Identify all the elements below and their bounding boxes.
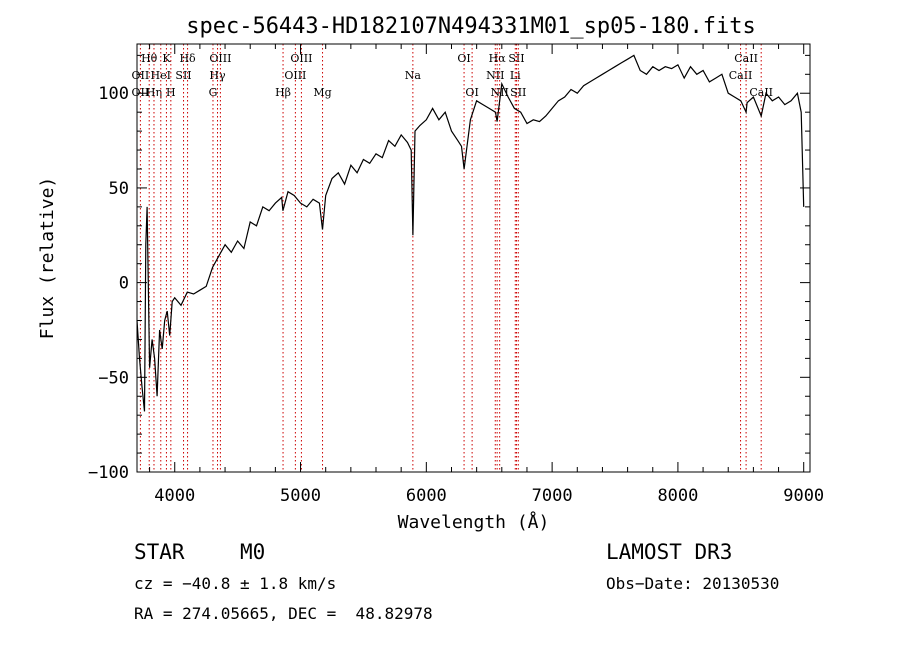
redshift-cz: cz = −40.8 ± 1.8 km/s bbox=[134, 574, 337, 593]
line-label-sii-22-0: SII bbox=[508, 52, 524, 65]
line-label-nii-18-0: NII bbox=[486, 69, 504, 82]
y-tick-label-50: 50 bbox=[109, 179, 129, 199]
line-label-oiii-13-0: OIII bbox=[290, 52, 312, 65]
object-class: STAR bbox=[134, 540, 185, 564]
survey-name: LAMOST DR3 bbox=[606, 540, 733, 564]
plot-area: HθOIIOIIHηHeIKHSIIHδGHγOIIIHβOIIIOIIIMgN… bbox=[88, 43, 824, 506]
line-label-oii-1-1: OII bbox=[132, 86, 150, 99]
line-label-hη-2-0: Hη bbox=[146, 86, 162, 99]
ra-dec: RA = 274.05665, DEC = 48.82978 bbox=[134, 604, 433, 623]
subclass: M0 bbox=[240, 540, 266, 564]
line-label-hei-3-0: HeI bbox=[151, 69, 171, 82]
y-tick-label--50: −50 bbox=[98, 368, 129, 388]
y-tick-label--100: −100 bbox=[88, 463, 129, 483]
chart-title: spec-56443-HD182107N494331M01_sp05-180.f… bbox=[186, 14, 756, 39]
line-label-li-21-0: Li bbox=[510, 69, 521, 82]
plot-frame bbox=[136, 43, 811, 473]
line-label-hβ-11-0: Hβ bbox=[275, 86, 291, 99]
line-label-g-8-0: G bbox=[209, 86, 218, 99]
line-label-hγ-9-0: Hγ bbox=[209, 69, 226, 82]
line-label-oiii-10-0: OIII bbox=[209, 52, 231, 65]
line-label-sii-6-0: SII bbox=[175, 69, 191, 82]
line-label-oiii-12-0: OIII bbox=[284, 69, 306, 82]
line-label-sii-23-0: SII bbox=[510, 86, 526, 99]
x-tick-label-4000: 4000 bbox=[154, 486, 195, 506]
line-label-na-15-0: Na bbox=[405, 69, 422, 82]
x-tick-label-7000: 7000 bbox=[532, 486, 573, 506]
y-tick-label-0: 0 bbox=[119, 274, 129, 294]
line-label-oi-16-0: OI bbox=[457, 52, 470, 65]
x-tick-label-6000: 6000 bbox=[406, 486, 447, 506]
spectrum-line bbox=[136, 54, 805, 412]
x-tick-label-9000: 9000 bbox=[783, 486, 824, 506]
line-label-k-4-0: K bbox=[162, 52, 171, 65]
line-label-oi-17-0: OI bbox=[465, 86, 478, 99]
y-axis-label: Flux (relative) bbox=[37, 177, 58, 340]
line-label-hθ-0-0: Hθ bbox=[141, 52, 158, 65]
line-label-hα-19-0: Hα bbox=[489, 52, 507, 65]
x-axis-label: Wavelength (Å) bbox=[398, 511, 550, 533]
y-tick-label-100: 100 bbox=[98, 84, 129, 104]
line-label-caii-26-0: CaII bbox=[749, 86, 773, 99]
x-tick-label-8000: 8000 bbox=[657, 486, 698, 506]
line-label-mg-14-0: Mg bbox=[313, 86, 331, 99]
x-tick-label-5000: 5000 bbox=[280, 486, 321, 506]
line-label-caii-25-0: CaII bbox=[734, 52, 758, 65]
line-label-hδ-7-0: Hδ bbox=[179, 52, 196, 65]
line-label-h-5-0: H bbox=[166, 86, 176, 99]
line-label-caii-24-0: CaII bbox=[729, 69, 753, 82]
observation-date: Obs−Date: 20130530 bbox=[606, 574, 780, 593]
line-label-oii-1-0: OII bbox=[132, 69, 150, 82]
